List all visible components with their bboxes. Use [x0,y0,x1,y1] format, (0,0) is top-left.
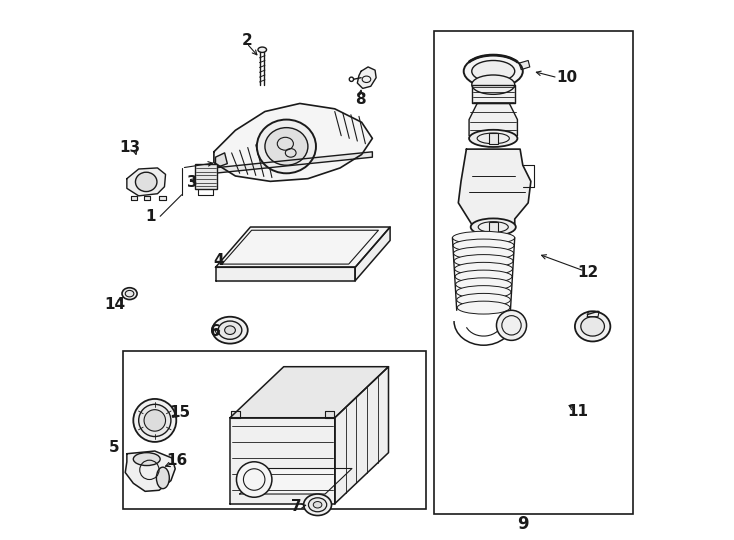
Text: 10: 10 [556,70,578,85]
Ellipse shape [575,312,611,341]
Ellipse shape [265,127,308,165]
Text: 3: 3 [187,176,197,191]
Polygon shape [216,153,228,168]
Bar [489,133,498,144]
Ellipse shape [258,47,266,52]
Ellipse shape [457,293,510,306]
Bar [123,350,426,509]
Polygon shape [357,67,376,89]
Polygon shape [472,85,515,104]
Polygon shape [144,196,150,200]
Polygon shape [469,104,517,136]
Polygon shape [355,227,390,281]
Text: 1: 1 [146,209,156,224]
Text: 4: 4 [213,253,223,268]
Ellipse shape [126,291,134,297]
Ellipse shape [472,60,515,82]
Ellipse shape [456,278,512,291]
Ellipse shape [470,218,516,235]
Polygon shape [214,104,372,181]
Ellipse shape [452,231,515,244]
Ellipse shape [581,317,605,336]
Polygon shape [214,152,372,173]
Ellipse shape [453,239,515,252]
Polygon shape [458,149,531,224]
Ellipse shape [313,502,322,508]
Polygon shape [216,267,355,281]
Ellipse shape [496,310,526,340]
Ellipse shape [257,119,316,173]
Polygon shape [126,451,175,491]
Text: 7: 7 [291,499,302,514]
Ellipse shape [134,399,176,442]
Ellipse shape [225,326,236,334]
Polygon shape [127,168,166,196]
Bar [489,221,498,232]
Text: 15: 15 [170,405,191,420]
Polygon shape [159,196,166,200]
Ellipse shape [454,254,513,267]
Text: 8: 8 [355,92,366,107]
Bar [195,164,217,190]
Ellipse shape [212,317,248,343]
Ellipse shape [136,172,157,192]
Text: 9: 9 [517,515,528,532]
Ellipse shape [139,404,171,436]
Text: 16: 16 [167,453,188,468]
Text: 14: 14 [104,298,125,313]
Ellipse shape [304,494,332,516]
Polygon shape [230,367,388,418]
Ellipse shape [454,247,514,260]
Polygon shape [587,312,599,317]
Text: 12: 12 [578,265,599,280]
Text: 2: 2 [241,33,252,48]
Polygon shape [240,469,352,494]
Ellipse shape [469,130,517,147]
Text: 13: 13 [119,140,140,155]
Polygon shape [519,60,530,70]
Polygon shape [216,227,390,267]
Polygon shape [131,196,137,200]
Bar [434,31,633,515]
Ellipse shape [456,286,511,299]
Ellipse shape [457,301,510,314]
Ellipse shape [464,55,523,87]
Ellipse shape [455,270,512,283]
Text: 6: 6 [210,325,221,339]
Polygon shape [230,418,335,504]
Ellipse shape [236,462,272,497]
Ellipse shape [472,75,515,94]
Text: 11: 11 [567,404,589,419]
Polygon shape [325,411,334,418]
Ellipse shape [122,288,137,300]
Ellipse shape [156,467,170,489]
Ellipse shape [454,262,512,275]
Polygon shape [335,367,388,504]
Ellipse shape [218,321,241,339]
Ellipse shape [308,498,327,512]
Polygon shape [231,411,240,418]
Text: 5: 5 [109,440,120,455]
Ellipse shape [134,453,160,465]
Ellipse shape [144,410,166,431]
